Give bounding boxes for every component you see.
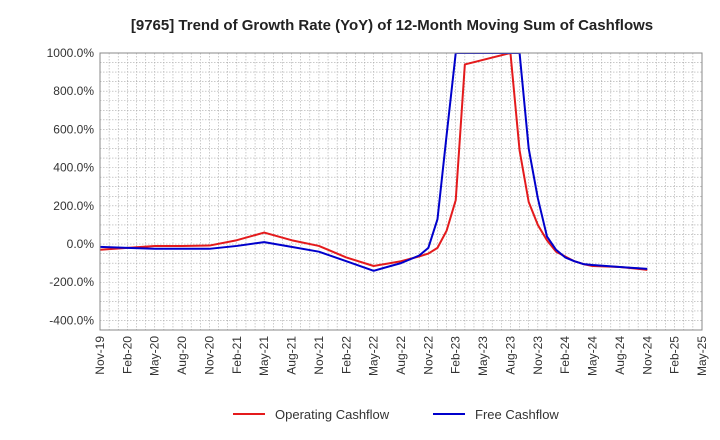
grid (99, 53, 703, 330)
x-tick-label: Feb-25 (668, 336, 682, 374)
x-tick-label: Nov-23 (531, 336, 545, 375)
x-tick-label: Nov-24 (640, 336, 654, 375)
y-tick-label: 400.0% (53, 161, 94, 175)
y-tick-label: 800.0% (53, 84, 94, 98)
y-tick-label: 200.0% (53, 199, 94, 213)
x-tick-label: May-21 (257, 336, 271, 376)
plot-lines (100, 53, 648, 272)
x-tick-label: Feb-20 (120, 336, 134, 374)
y-tick-label: -200.0% (49, 275, 94, 289)
y-axis: 1000.0% 800.0% 600.0% 400.0% 200.0% 0.0% -200.… (47, 46, 95, 327)
x-tick-label: Feb-21 (230, 336, 244, 374)
plot-frame (99, 52, 703, 331)
x-tick-label: Nov-20 (202, 336, 216, 375)
x-tick-label: Feb-24 (558, 336, 572, 374)
y-tick-label: 1000.0% (47, 46, 95, 60)
x-tick-label: May-22 (367, 336, 381, 376)
x-tick-label: May-23 (476, 336, 490, 376)
x-tick-label: Aug-20 (175, 336, 189, 375)
chart-title: [9765] Trend of Growth Rate (YoY) of 12-… (131, 17, 653, 34)
x-tick-label: Aug-24 (613, 336, 627, 375)
x-tick-label: May-24 (586, 336, 600, 376)
x-tick-label: Nov-19 (93, 336, 107, 375)
x-tick-label: Aug-22 (394, 336, 408, 375)
x-axis: Nov-19 Feb-20 May-20 Aug-20 Nov-20 Feb-21 May-… (93, 336, 709, 376)
y-tick-label: 600.0% (53, 122, 94, 136)
x-tick-label: Nov-22 (421, 336, 435, 375)
y-tick-label: 0.0% (67, 237, 95, 251)
y-tick-label: -400.0% (49, 313, 94, 327)
x-tick-label: May-25 (695, 336, 709, 376)
x-tick-label: Aug-23 (503, 336, 517, 375)
legend-label-operating-cashflow: Operating Cashflow (275, 407, 390, 422)
x-tick-label: Feb-22 (339, 336, 353, 374)
x-tick-label: Aug-21 (285, 336, 299, 375)
legend: Operating Cashflow Free Cashflow (233, 407, 559, 422)
legend-label-free-cashflow: Free Cashflow (475, 407, 559, 422)
x-tick-label: Nov-21 (312, 336, 326, 375)
series-line-free-cashflow (100, 53, 648, 272)
x-tick-label: Feb-23 (449, 336, 463, 374)
x-tick-label: May-20 (148, 336, 162, 376)
